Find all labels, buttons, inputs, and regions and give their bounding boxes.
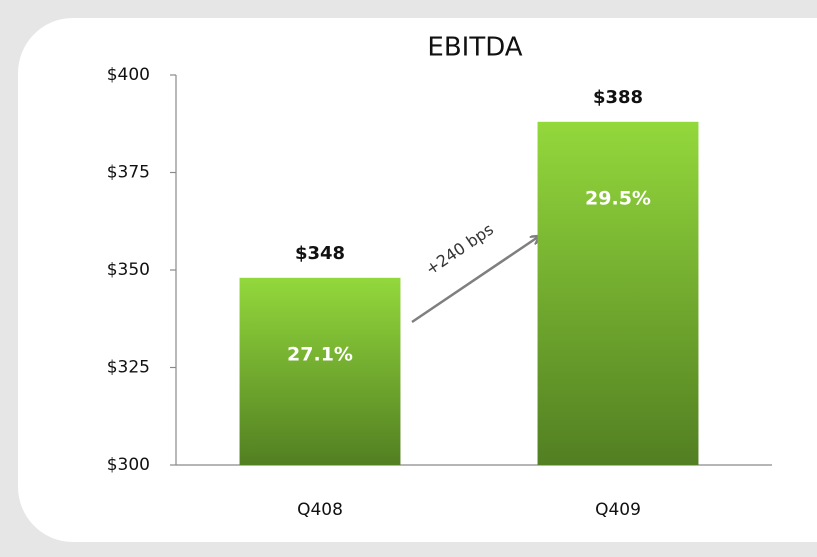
y-tick-label: $350 — [107, 260, 150, 280]
arrow — [411, 237, 538, 324]
bar-annotation: 29.5% — [585, 187, 651, 209]
y-tick-label: $375 — [107, 163, 150, 183]
bar — [239, 277, 401, 465]
bar-annotation: 27.1% — [287, 343, 353, 365]
y-tick-label: $400 — [107, 65, 150, 85]
y-tick-label: $300 — [107, 455, 150, 475]
x-tick-label: Q409 — [595, 500, 641, 520]
value-label: $388 — [593, 87, 643, 108]
y-tick-label: $325 — [107, 358, 150, 378]
x-tick-label: Q408 — [297, 500, 343, 520]
bar — [537, 121, 699, 466]
value-label: $348 — [295, 243, 345, 264]
chart-title: EBITDA — [427, 33, 522, 63]
